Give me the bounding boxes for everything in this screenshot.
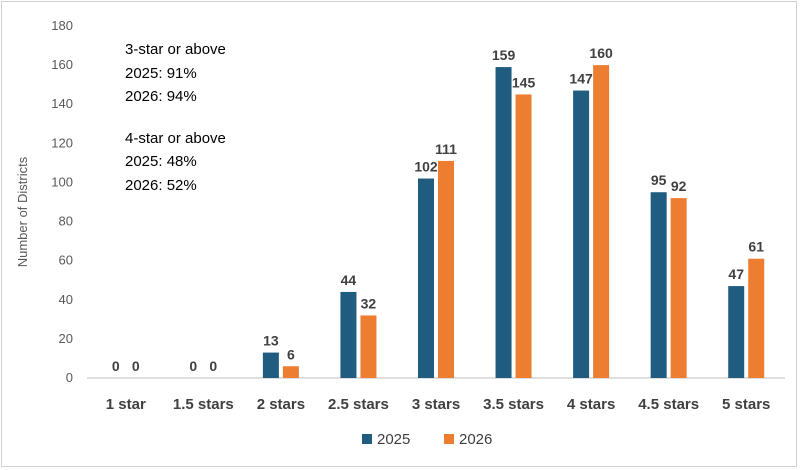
y-axis-title: Number of Districts — [15, 156, 30, 267]
y-tick-label: 180 — [51, 18, 73, 33]
y-tick-label: 60 — [59, 253, 73, 268]
data-label-2025: 13 — [263, 333, 279, 349]
y-tick-label: 40 — [59, 292, 73, 307]
annotation-line: 2026: 52% — [125, 177, 197, 194]
bar-2026 — [748, 258, 765, 378]
category-labels: 1 star 1.5 stars 2 stars 2.5 stars 3 stars 3.… — [106, 396, 771, 413]
y-axis-ticks: 0 20 40 60 80 100 120 140 160 180 — [51, 18, 73, 385]
category-label: 1.5 stars — [173, 396, 234, 413]
bar-2026 — [438, 160, 454, 378]
bar-2026 — [282, 366, 299, 378]
data-label-2026: 92 — [671, 178, 687, 194]
legend-label-2026: 2026 — [459, 431, 492, 448]
bar-2025 — [340, 291, 357, 378]
category-label: 3 stars — [412, 396, 460, 413]
y-tick-label: 100 — [51, 174, 73, 189]
data-label-2025: 159 — [492, 47, 516, 63]
category-label: 5 stars — [722, 396, 770, 413]
annotation-line: 4-star or above — [125, 130, 226, 147]
bar-2026 — [360, 315, 377, 378]
annotation-line: 2025: 91% — [125, 65, 197, 82]
data-label-2025: 44 — [341, 272, 357, 288]
data-label-2025: 95 — [651, 172, 667, 188]
y-tick-label: 80 — [59, 214, 73, 229]
bars — [262, 65, 765, 379]
data-label-2025: 0 — [112, 358, 120, 374]
annotation-box: 3-star or above 2025: 91% 2026: 94% 4-star … — [125, 41, 226, 194]
bar-2026 — [593, 65, 610, 378]
y-tick-label: 120 — [51, 135, 73, 150]
legend: 2025 2026 — [362, 431, 492, 448]
y-tick-label: 160 — [51, 57, 73, 72]
data-label-2025: 47 — [728, 266, 744, 282]
annotation-line: 3-star or above — [125, 41, 226, 58]
category-label: 2 stars — [257, 396, 305, 413]
category-label: 4 stars — [567, 396, 615, 413]
data-label-2025: 0 — [189, 358, 197, 374]
bar-2025 — [728, 286, 745, 378]
data-label-2026: 160 — [589, 45, 613, 61]
category-label: 1 star — [106, 396, 146, 413]
y-tick-label: 0 — [66, 370, 73, 385]
bar-2025 — [262, 352, 279, 378]
legend-swatch-2025 — [362, 434, 372, 444]
bar-2025 — [495, 67, 512, 379]
data-label-2026: 145 — [512, 74, 536, 90]
data-label-2026: 32 — [361, 295, 377, 311]
bar-2025 — [650, 192, 667, 378]
bar-2026 — [670, 198, 687, 378]
data-label-2026: 6 — [287, 346, 295, 362]
category-label: 2.5 stars — [328, 396, 389, 413]
annotation-line: 2026: 94% — [125, 88, 197, 105]
bar-2025 — [573, 90, 590, 379]
data-label-2026: 61 — [748, 239, 764, 255]
bar-2026 — [515, 94, 532, 378]
y-tick-label: 140 — [51, 96, 73, 111]
legend-swatch-2026 — [444, 434, 454, 444]
data-label-2026: 0 — [209, 358, 217, 374]
bar-2025 — [418, 178, 434, 378]
data-label-2026: 111 — [435, 141, 457, 157]
y-tick-label: 20 — [59, 331, 73, 346]
annotation-line: 2025: 48% — [125, 153, 197, 170]
legend-label-2025: 2025 — [377, 431, 410, 448]
data-label-2025: 147 — [569, 71, 593, 87]
category-label: 3.5 stars — [483, 396, 544, 413]
data-label-2025: 102 — [414, 159, 438, 175]
data-label-2026: 0 — [132, 358, 140, 374]
category-label: 4.5 stars — [638, 396, 699, 413]
